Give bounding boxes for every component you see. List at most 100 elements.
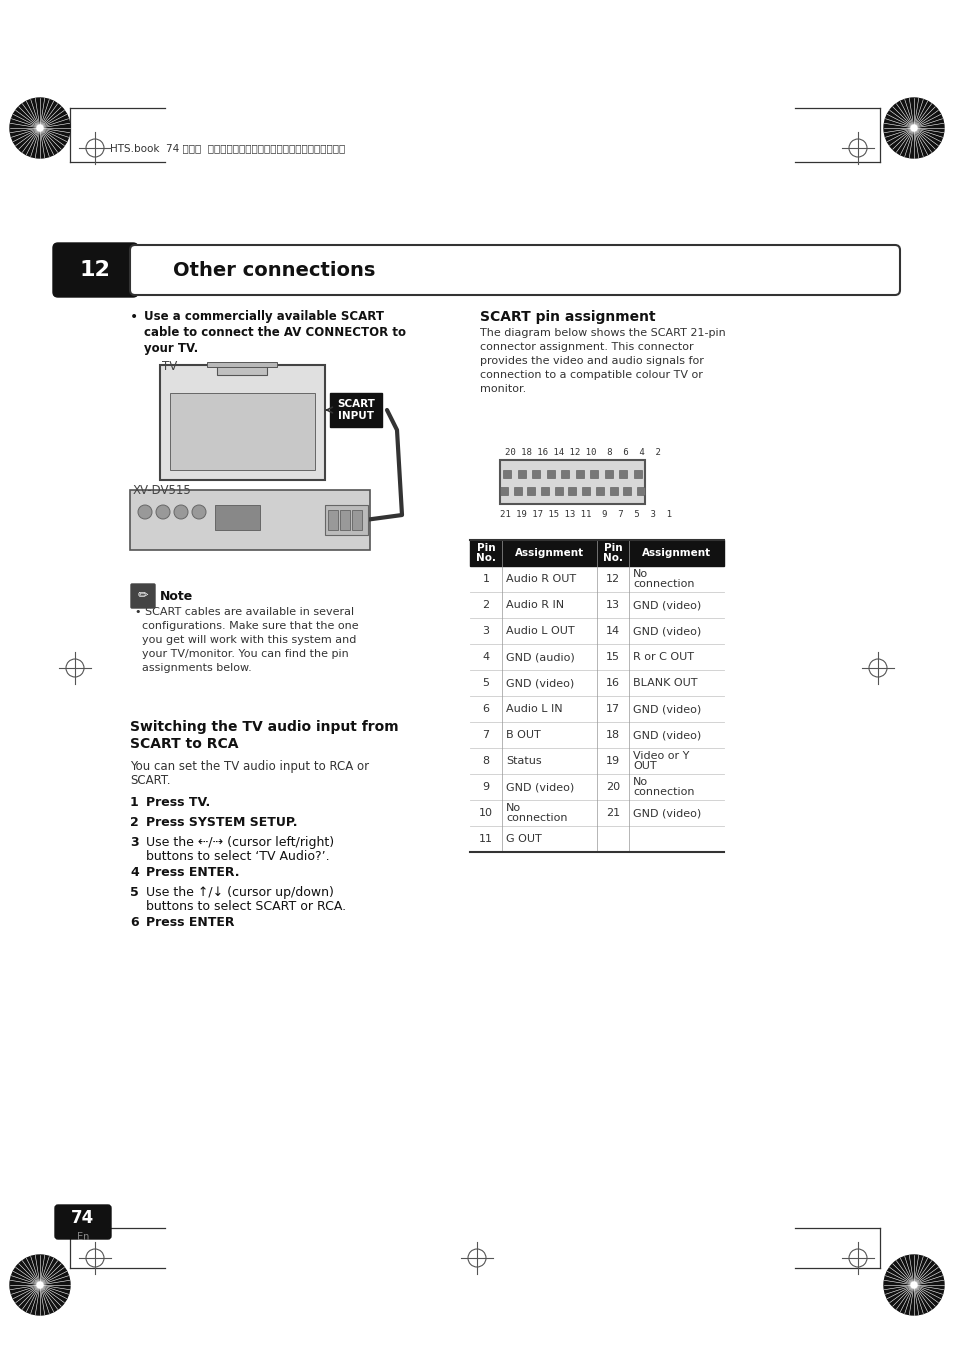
Text: Note: Note	[160, 589, 193, 603]
Bar	[502, 470, 511, 478]
Bar	[513, 486, 521, 494]
Circle shape	[156, 505, 170, 519]
Text: 8: 8	[482, 757, 489, 766]
Bar	[170, 393, 314, 470]
Text: TV: TV	[162, 359, 177, 373]
Text: No
connection: No connection	[633, 569, 694, 589]
Text: 3: 3	[482, 626, 489, 636]
Bar	[596, 486, 603, 494]
Text: 18: 18	[605, 730, 619, 740]
Text: cable to connect the AV CONNECTOR to: cable to connect the AV CONNECTOR to	[144, 326, 406, 339]
Text: SCART.: SCART.	[130, 774, 171, 788]
Bar	[330, 393, 381, 427]
Text: 5: 5	[482, 678, 489, 688]
Text: • SCART cables are available in several: • SCART cables are available in several	[135, 607, 354, 617]
Bar	[532, 470, 539, 478]
Bar	[540, 486, 549, 494]
Circle shape	[173, 505, 188, 519]
Text: Use a commercially available SCART: Use a commercially available SCART	[144, 309, 384, 323]
Bar	[634, 470, 641, 478]
Text: 21: 21	[605, 808, 619, 817]
Text: G OUT: G OUT	[505, 834, 541, 844]
Text: you get will work with this system and: you get will work with this system and	[135, 635, 356, 644]
Text: 13: 13	[605, 600, 619, 611]
Bar	[214, 505, 260, 530]
Bar	[339, 509, 350, 530]
Text: Status: Status	[505, 757, 541, 766]
Text: HTS.book  74 ページ  ２００３年２月２５日　火曜日　午後２時３７分: HTS.book 74 ページ ２００３年２月２５日 火曜日 午後２時３７分	[110, 143, 345, 153]
Text: En: En	[77, 1232, 89, 1242]
Bar	[560, 470, 569, 478]
Bar	[328, 509, 337, 530]
Text: 6: 6	[130, 916, 138, 929]
Text: INPUT: INPUT	[337, 411, 374, 422]
Text: 6: 6	[482, 704, 489, 713]
Circle shape	[10, 99, 70, 158]
Circle shape	[883, 99, 943, 158]
Text: •: •	[130, 309, 138, 324]
Text: Audio L IN: Audio L IN	[505, 704, 562, 713]
Text: SCART to RCA: SCART to RCA	[130, 738, 238, 751]
Text: assignments below.: assignments below.	[135, 663, 252, 673]
Bar	[527, 486, 535, 494]
Bar	[568, 486, 576, 494]
Text: BLANK OUT: BLANK OUT	[633, 678, 697, 688]
Text: Press ENTER: Press ENTER	[146, 916, 234, 929]
Text: 4: 4	[130, 866, 138, 880]
Text: 7: 7	[482, 730, 489, 740]
Bar	[622, 486, 631, 494]
Text: 10: 10	[478, 808, 493, 817]
Text: 4: 4	[482, 653, 489, 662]
Bar	[637, 486, 644, 494]
Text: GND (video): GND (video)	[633, 808, 700, 817]
Text: SCART pin assignment: SCART pin assignment	[479, 309, 655, 324]
Circle shape	[10, 1255, 70, 1315]
Text: 1: 1	[130, 796, 138, 809]
Text: your TV/monitor. You can find the pin: your TV/monitor. You can find the pin	[135, 648, 349, 659]
Text: provides the video and audio signals for: provides the video and audio signals for	[479, 357, 703, 366]
Text: monitor.: monitor.	[479, 384, 526, 394]
Text: GND (video): GND (video)	[633, 600, 700, 611]
Bar	[207, 362, 276, 367]
Text: Audio R OUT: Audio R OUT	[505, 574, 576, 584]
Bar	[517, 470, 525, 478]
Text: Assignment: Assignment	[641, 549, 710, 558]
Text: connector assignment. This connector: connector assignment. This connector	[479, 342, 693, 353]
Text: Other connections: Other connections	[172, 261, 375, 280]
Bar	[325, 505, 368, 535]
Circle shape	[138, 505, 152, 519]
Text: Press SYSTEM SETUP.: Press SYSTEM SETUP.	[146, 816, 297, 830]
Bar	[604, 470, 612, 478]
Text: 3: 3	[130, 836, 138, 848]
Bar	[216, 365, 267, 376]
Text: GND (video): GND (video)	[633, 730, 700, 740]
Text: Use the ⇠/⇢ (cursor left/right): Use the ⇠/⇢ (cursor left/right)	[146, 836, 334, 848]
Text: 2: 2	[482, 600, 489, 611]
Text: 14: 14	[605, 626, 619, 636]
Text: 16: 16	[605, 678, 619, 688]
Bar	[581, 486, 590, 494]
Text: configurations. Make sure that the one: configurations. Make sure that the one	[135, 621, 358, 631]
Text: 19: 19	[605, 757, 619, 766]
FancyBboxPatch shape	[131, 584, 154, 608]
Text: 15: 15	[605, 653, 619, 662]
Text: GND (video): GND (video)	[505, 782, 574, 792]
Text: ✏: ✏	[137, 589, 148, 603]
Text: buttons to select SCART or RCA.: buttons to select SCART or RCA.	[146, 900, 346, 913]
Text: buttons to select ‘TV Audio?’.: buttons to select ‘TV Audio?’.	[146, 850, 330, 863]
Text: You can set the TV audio input to RCA or: You can set the TV audio input to RCA or	[130, 761, 369, 773]
Text: 20: 20	[605, 782, 619, 792]
Circle shape	[910, 126, 916, 131]
Bar	[555, 486, 562, 494]
Text: Video or Y
OUT: Video or Y OUT	[633, 751, 689, 771]
Bar	[352, 509, 361, 530]
Bar	[609, 486, 617, 494]
Text: Switching the TV audio input from: Switching the TV audio input from	[130, 720, 398, 734]
Text: 20 18 16 14 12 10  8  6  4  2: 20 18 16 14 12 10 8 6 4 2	[504, 449, 660, 457]
Text: R or C OUT: R or C OUT	[633, 653, 693, 662]
Text: 17: 17	[605, 704, 619, 713]
FancyBboxPatch shape	[130, 245, 899, 295]
Circle shape	[37, 126, 43, 131]
Text: Press TV.: Press TV.	[146, 796, 210, 809]
Bar	[576, 470, 583, 478]
